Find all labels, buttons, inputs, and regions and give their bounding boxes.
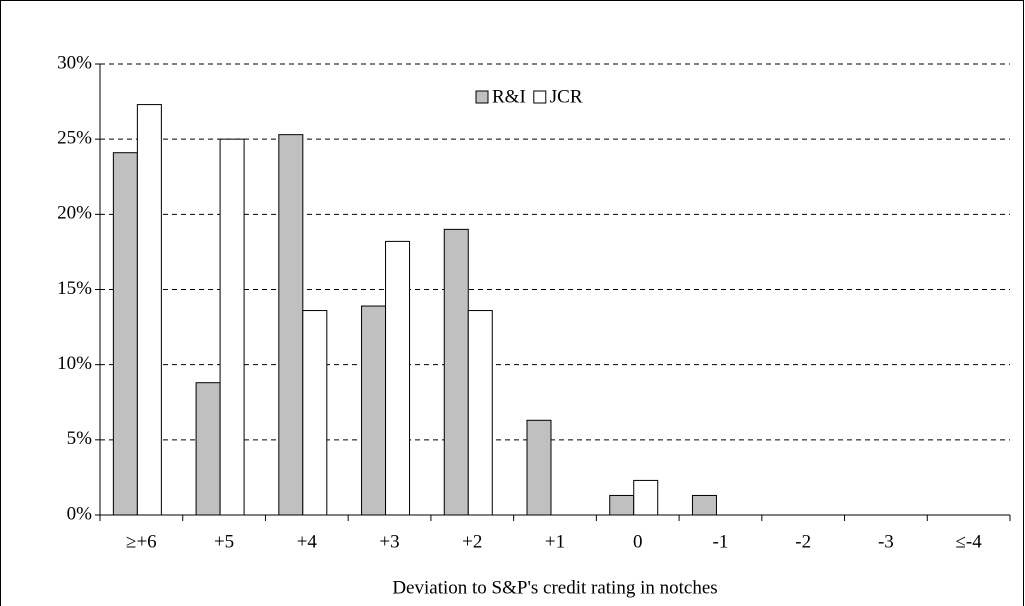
bar: [526, 419, 552, 516]
y-tick-label: 0%: [67, 503, 93, 524]
x-axis-title: Deviation to S&P's credit rating in notc…: [392, 577, 717, 598]
x-tick-label: ≥+6: [126, 531, 157, 552]
x-tick-label: -1: [713, 531, 729, 552]
x-tick-label: +3: [379, 531, 399, 552]
bar: [278, 134, 304, 516]
x-tick-label: +5: [214, 531, 234, 552]
x-tick-label: ≤-4: [956, 531, 983, 552]
bar: [361, 305, 387, 516]
x-tick-label: +1: [545, 531, 565, 552]
y-tick-label: 30%: [57, 52, 92, 73]
legend-label: JCR: [550, 86, 583, 107]
y-tick-label: 20%: [57, 203, 92, 224]
x-tick-label: +4: [297, 531, 318, 552]
x-tick-label: 0: [633, 531, 643, 552]
y-tick-label: 5%: [67, 428, 93, 449]
bar: [302, 310, 328, 516]
bar: [467, 310, 493, 516]
legend-swatch: [533, 90, 547, 104]
x-tick-label: +2: [462, 531, 482, 552]
bar: [136, 104, 162, 516]
bar: [633, 479, 659, 516]
x-tick-label: -3: [878, 531, 894, 552]
bar: [609, 494, 635, 516]
bar: [385, 240, 411, 516]
y-tick-label: 25%: [57, 128, 92, 149]
legend-label: R&I: [492, 86, 526, 107]
legend-swatch: [475, 90, 489, 104]
bar: [691, 494, 717, 516]
bar: [112, 152, 138, 516]
y-tick-label: 15%: [57, 278, 92, 299]
bar: [219, 138, 245, 516]
x-tick-label: -2: [795, 531, 811, 552]
bar: [195, 382, 221, 516]
y-tick-label: 10%: [57, 353, 92, 374]
bar: [443, 228, 469, 516]
